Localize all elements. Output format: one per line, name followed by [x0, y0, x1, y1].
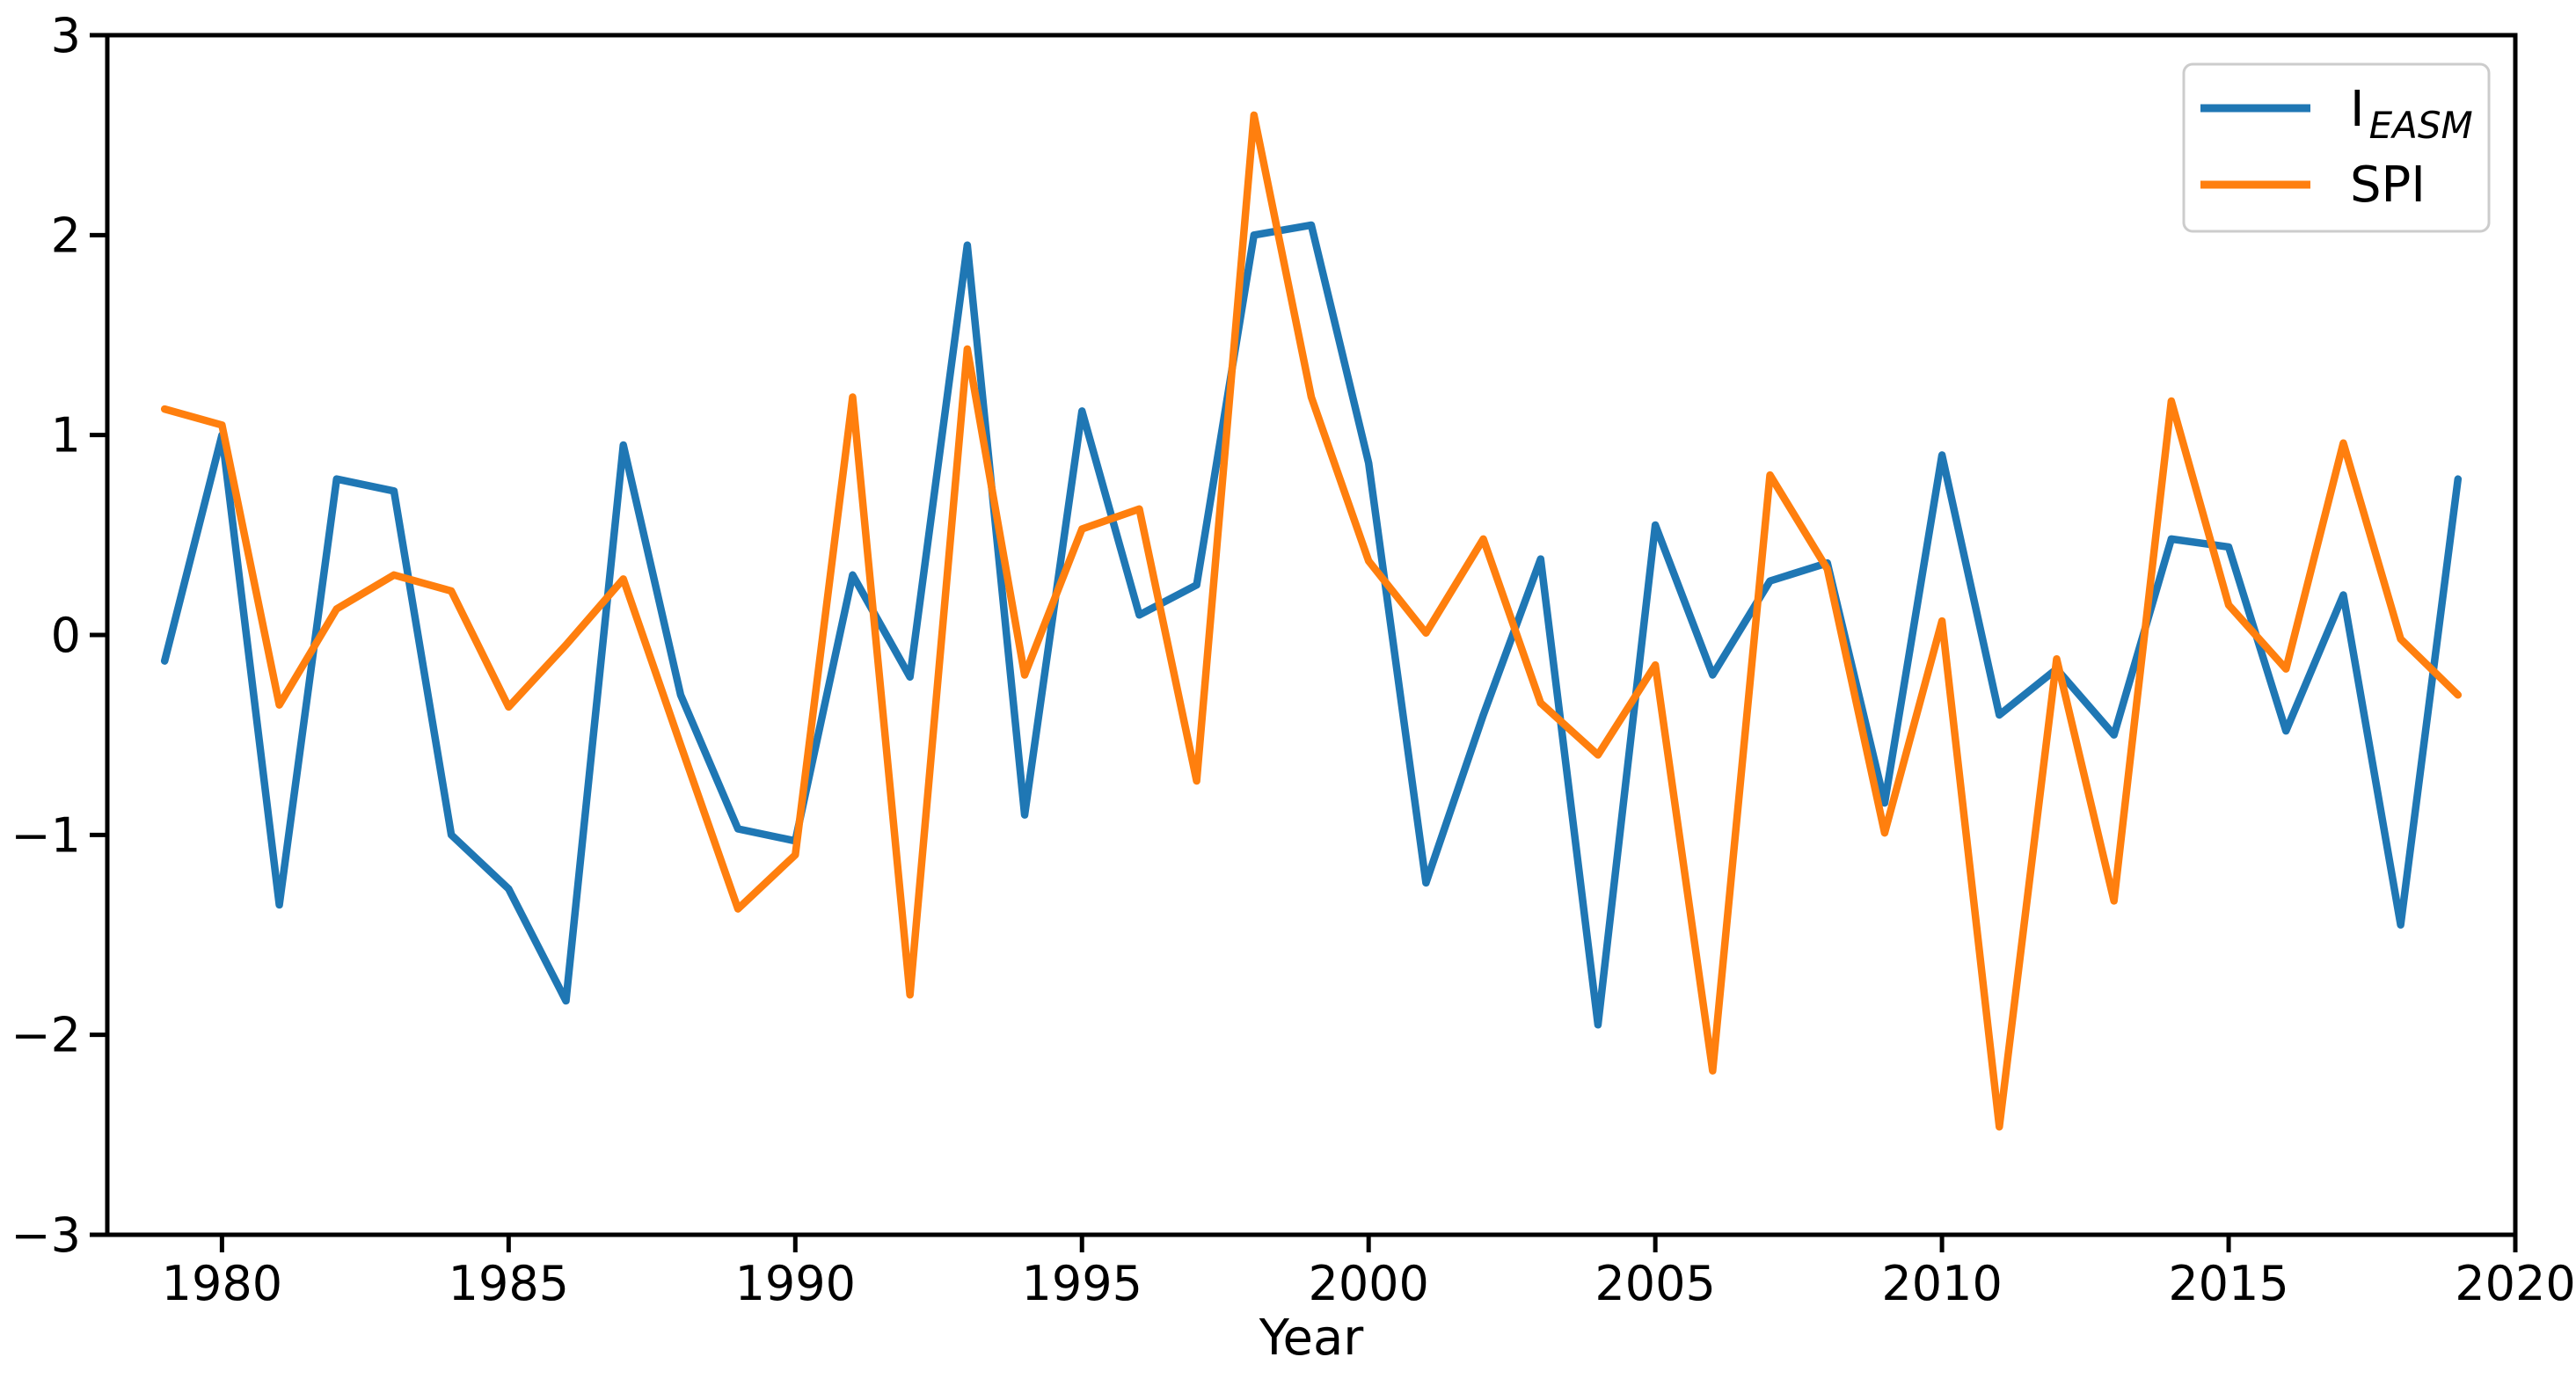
- series-line-ieasm: [160, 221, 2463, 1029]
- legend-label-ieasm-subscript: EASM: [2369, 104, 2473, 147]
- y-tick-label: 0: [51, 608, 81, 663]
- y-tick-label: 1: [51, 408, 81, 463]
- y-tick-label: 2: [51, 208, 81, 263]
- x-axis-ticks: 1980 1985 1990 1995 2000 2005 2010 2015 2020: [162, 1235, 2576, 1311]
- series-lines: [160, 111, 2463, 1131]
- x-tick-label: 1980: [162, 1256, 282, 1311]
- legend-label-ieasm-main: I: [2350, 81, 2365, 138]
- legend[interactable]: I EASM SPI: [2182, 62, 2491, 233]
- y-axis-ticks: 3 2 1 0 −1 −2 −3: [11, 8, 107, 1263]
- series-line-spi: [160, 111, 2463, 1131]
- y-tick-label: 3: [51, 8, 81, 63]
- legend-box: [2182, 62, 2491, 233]
- x-tick-label: 2015: [2168, 1256, 2288, 1311]
- x-tick-label: 1985: [449, 1256, 569, 1311]
- x-tick-label: 2005: [1594, 1256, 1715, 1311]
- plot-frame: [105, 33, 2518, 1237]
- x-tick-label: 1990: [735, 1256, 856, 1311]
- x-tick-label: 2000: [1308, 1256, 1428, 1311]
- y-tick-label: −3: [11, 1208, 81, 1263]
- plot-spines: [105, 33, 2518, 1237]
- legend-label-ieasm: I EASM: [2350, 81, 2473, 147]
- legend-label-spi: SPI: [2350, 157, 2426, 214]
- x-tick-label: 2020: [2455, 1256, 2575, 1311]
- y-tick-label: −1: [11, 807, 81, 863]
- y-tick-label: −2: [11, 1008, 81, 1063]
- x-tick-label: 2010: [1881, 1256, 2002, 1311]
- x-tick-label: 1995: [1022, 1256, 1142, 1311]
- x-axis-label: Year: [1259, 1310, 1365, 1367]
